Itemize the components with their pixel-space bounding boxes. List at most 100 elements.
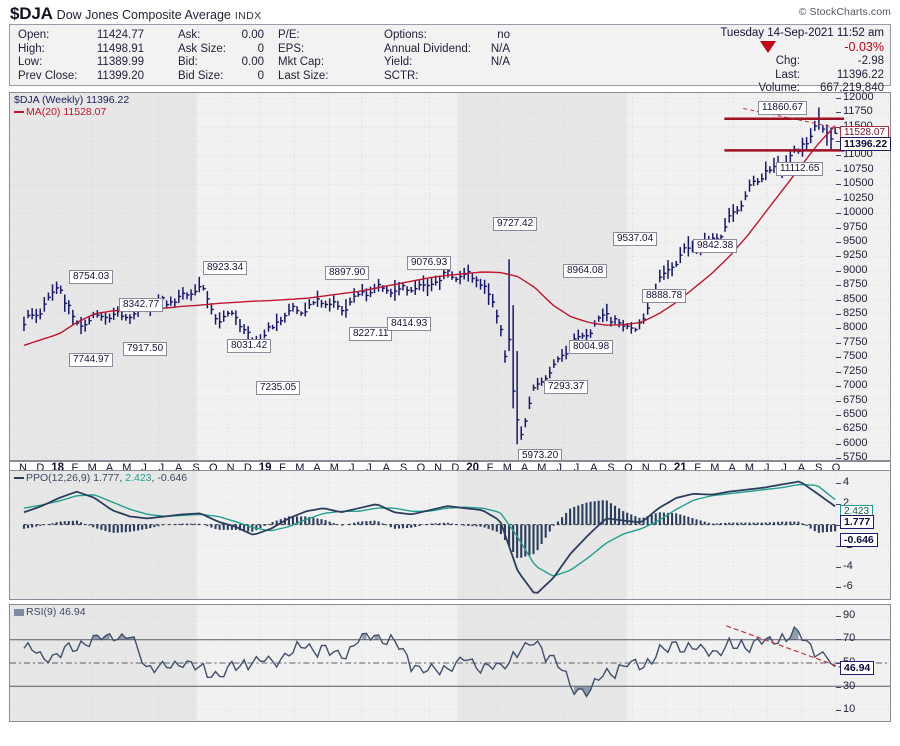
y-tick-mark xyxy=(836,566,841,568)
x-axis-tick-label: O xyxy=(209,462,218,474)
price-chart-panel[interactable]: $DJA (Weekly) 11396.22 MA(20) 11528.07 8… xyxy=(9,92,891,461)
quote-value: N/A xyxy=(490,56,510,69)
y-tick-label: 8750 xyxy=(843,278,868,291)
ppo-shading-2018 xyxy=(37,471,197,599)
legend-rsi: RSI(9) 46.94 xyxy=(14,606,86,619)
y-tick-mark xyxy=(836,97,841,99)
quote-column-options: Options: no Annual Dividend: N/A Yield: N/A… xyxy=(384,29,510,83)
quote-row: SCTR: xyxy=(384,70,510,84)
legend-line-icon xyxy=(14,477,24,479)
quote-value: 0.00 xyxy=(241,56,264,69)
y-tick-mark xyxy=(836,112,841,114)
quote-label: Bid Size: xyxy=(178,69,224,82)
y-tick-mark xyxy=(836,342,841,344)
quote-label: Volume: xyxy=(758,82,800,95)
x-axis-tick-label: S xyxy=(607,462,615,474)
y-tick-mark xyxy=(836,545,841,547)
ppo-label: PPO(12,26,9) xyxy=(26,472,91,484)
y-tick-mark xyxy=(836,371,841,373)
quote-value: 11399.20 xyxy=(96,69,144,82)
y-tick-mark xyxy=(836,587,841,589)
y-tick-mark xyxy=(836,686,841,688)
quote-value: 667,219,840 xyxy=(820,82,884,95)
y-tick-mark xyxy=(836,155,841,157)
ppo-value-line: 1.777 xyxy=(93,472,120,484)
price-plot xyxy=(10,93,890,460)
y-tick-mark xyxy=(836,169,841,171)
x-axis-tick-label: J xyxy=(764,462,770,474)
y-tick-label: 7500 xyxy=(843,350,868,363)
y-tick-label: 7000 xyxy=(843,379,868,391)
y-tick-label: 30 xyxy=(843,679,856,692)
quote-row: Options: no xyxy=(384,29,510,43)
y-tick-mark xyxy=(836,126,841,128)
quote-label: P/E: xyxy=(278,29,300,41)
y-tick-label: 7750 xyxy=(843,335,868,348)
x-axis-tick-label: S xyxy=(815,462,823,474)
price-annotation-flag: 8888.78 xyxy=(642,289,687,303)
x-axis-tick-label: J xyxy=(158,462,165,474)
y-tick-mark xyxy=(836,270,841,272)
quote-row: Annual Dividend: N/A xyxy=(384,43,510,57)
quote-label: Mkt Cap: xyxy=(278,56,325,69)
legend-area-icon xyxy=(14,609,24,616)
x-axis-tick-label: M xyxy=(87,462,97,474)
y-tick-mark xyxy=(836,443,841,445)
price-annotation-flag: 8923.34 xyxy=(203,261,248,275)
quote-label: Ask: xyxy=(178,29,201,41)
y-tick-mark xyxy=(836,386,841,387)
recession-shading xyxy=(10,93,37,460)
quote-value: 0.00 xyxy=(241,29,264,41)
x-axis-tick-label: A xyxy=(520,462,529,474)
quote-label: SCTR: xyxy=(384,69,419,82)
y-tick-label: 9500 xyxy=(843,234,868,247)
down-triangle-icon xyxy=(760,40,777,53)
rsi-indicator-panel[interactable]: RSI(9) 46.94 xyxy=(9,604,891,722)
x-axis-tick-label: A xyxy=(797,462,806,474)
y-tick-label: 10750 xyxy=(843,162,874,175)
rsi-value-flag: 46.94 xyxy=(840,661,875,675)
rsi-plot xyxy=(10,605,890,721)
quote-label: Bid: xyxy=(178,56,198,69)
x-axis-tick-label: A xyxy=(590,462,598,474)
price-annotation-flag: 9727.42 xyxy=(493,217,538,231)
quote-row: Chg: -2.98 xyxy=(720,55,884,69)
stockcharts-brand: © StockCharts.com xyxy=(798,6,891,18)
quote-value: 11498.91 xyxy=(96,42,144,55)
y-tick-label: 10 xyxy=(843,703,856,716)
ticker-symbol: $DJA xyxy=(10,4,53,23)
ppo-indicator-panel[interactable]: PPO(12,26,9) 1.777, 2.423, -0.646 xyxy=(9,470,891,600)
x-axis-tick-label: J xyxy=(556,462,562,474)
y-tick-mark xyxy=(836,458,841,460)
y-tick-mark xyxy=(836,285,841,287)
rsi-label: RSI(9) 46.94 xyxy=(26,606,86,618)
quote-label: Chg: xyxy=(775,55,800,68)
y-tick-mark xyxy=(836,414,841,416)
y-tick-label: 6500 xyxy=(843,407,868,420)
y-tick-mark xyxy=(836,227,841,229)
price-annotation-flag: 9842.38 xyxy=(693,239,738,253)
y-tick-label: 9250 xyxy=(843,249,868,262)
price-annotation-flag: 7293.37 xyxy=(544,380,589,394)
quote-label: Yield: xyxy=(384,56,413,69)
y-tick-label: 11000 xyxy=(843,148,873,161)
y-tick-label: 2 xyxy=(843,496,850,509)
price-annotation-flag: 7235.05 xyxy=(256,381,301,395)
quote-value: -2.98 xyxy=(857,55,884,68)
page-title: $DJA Dow Jones Composite Average INDX xyxy=(10,4,262,24)
x-axis-tick-label: S xyxy=(192,462,200,474)
quote-label: EPS: xyxy=(278,42,305,55)
quote-row: Bid Size: 0 xyxy=(178,70,264,84)
quote-summary: Tuesday 14-Sep-2021 11:52 am -0.03% Chg:… xyxy=(720,27,884,96)
quote-row: Open: 11424.77 xyxy=(18,29,144,43)
quote-row: P/E: xyxy=(278,29,372,43)
x-axis-tick-label: J xyxy=(781,462,787,474)
x-axis-tick-label: M xyxy=(710,462,720,474)
x-axis-tick-label: M xyxy=(329,462,339,474)
x-axis-tick-label: M xyxy=(502,462,512,474)
y-tick-mark xyxy=(836,256,841,258)
y-tick-mark xyxy=(836,213,841,215)
ticker-name: Dow Jones Composite Average xyxy=(56,8,231,22)
quote-column-bidask: Ask: 0.00 Ask Size: 0 Bid: 0.00 Bid Size: 0 xyxy=(178,29,264,83)
y-tick-label: -4 xyxy=(843,559,853,572)
